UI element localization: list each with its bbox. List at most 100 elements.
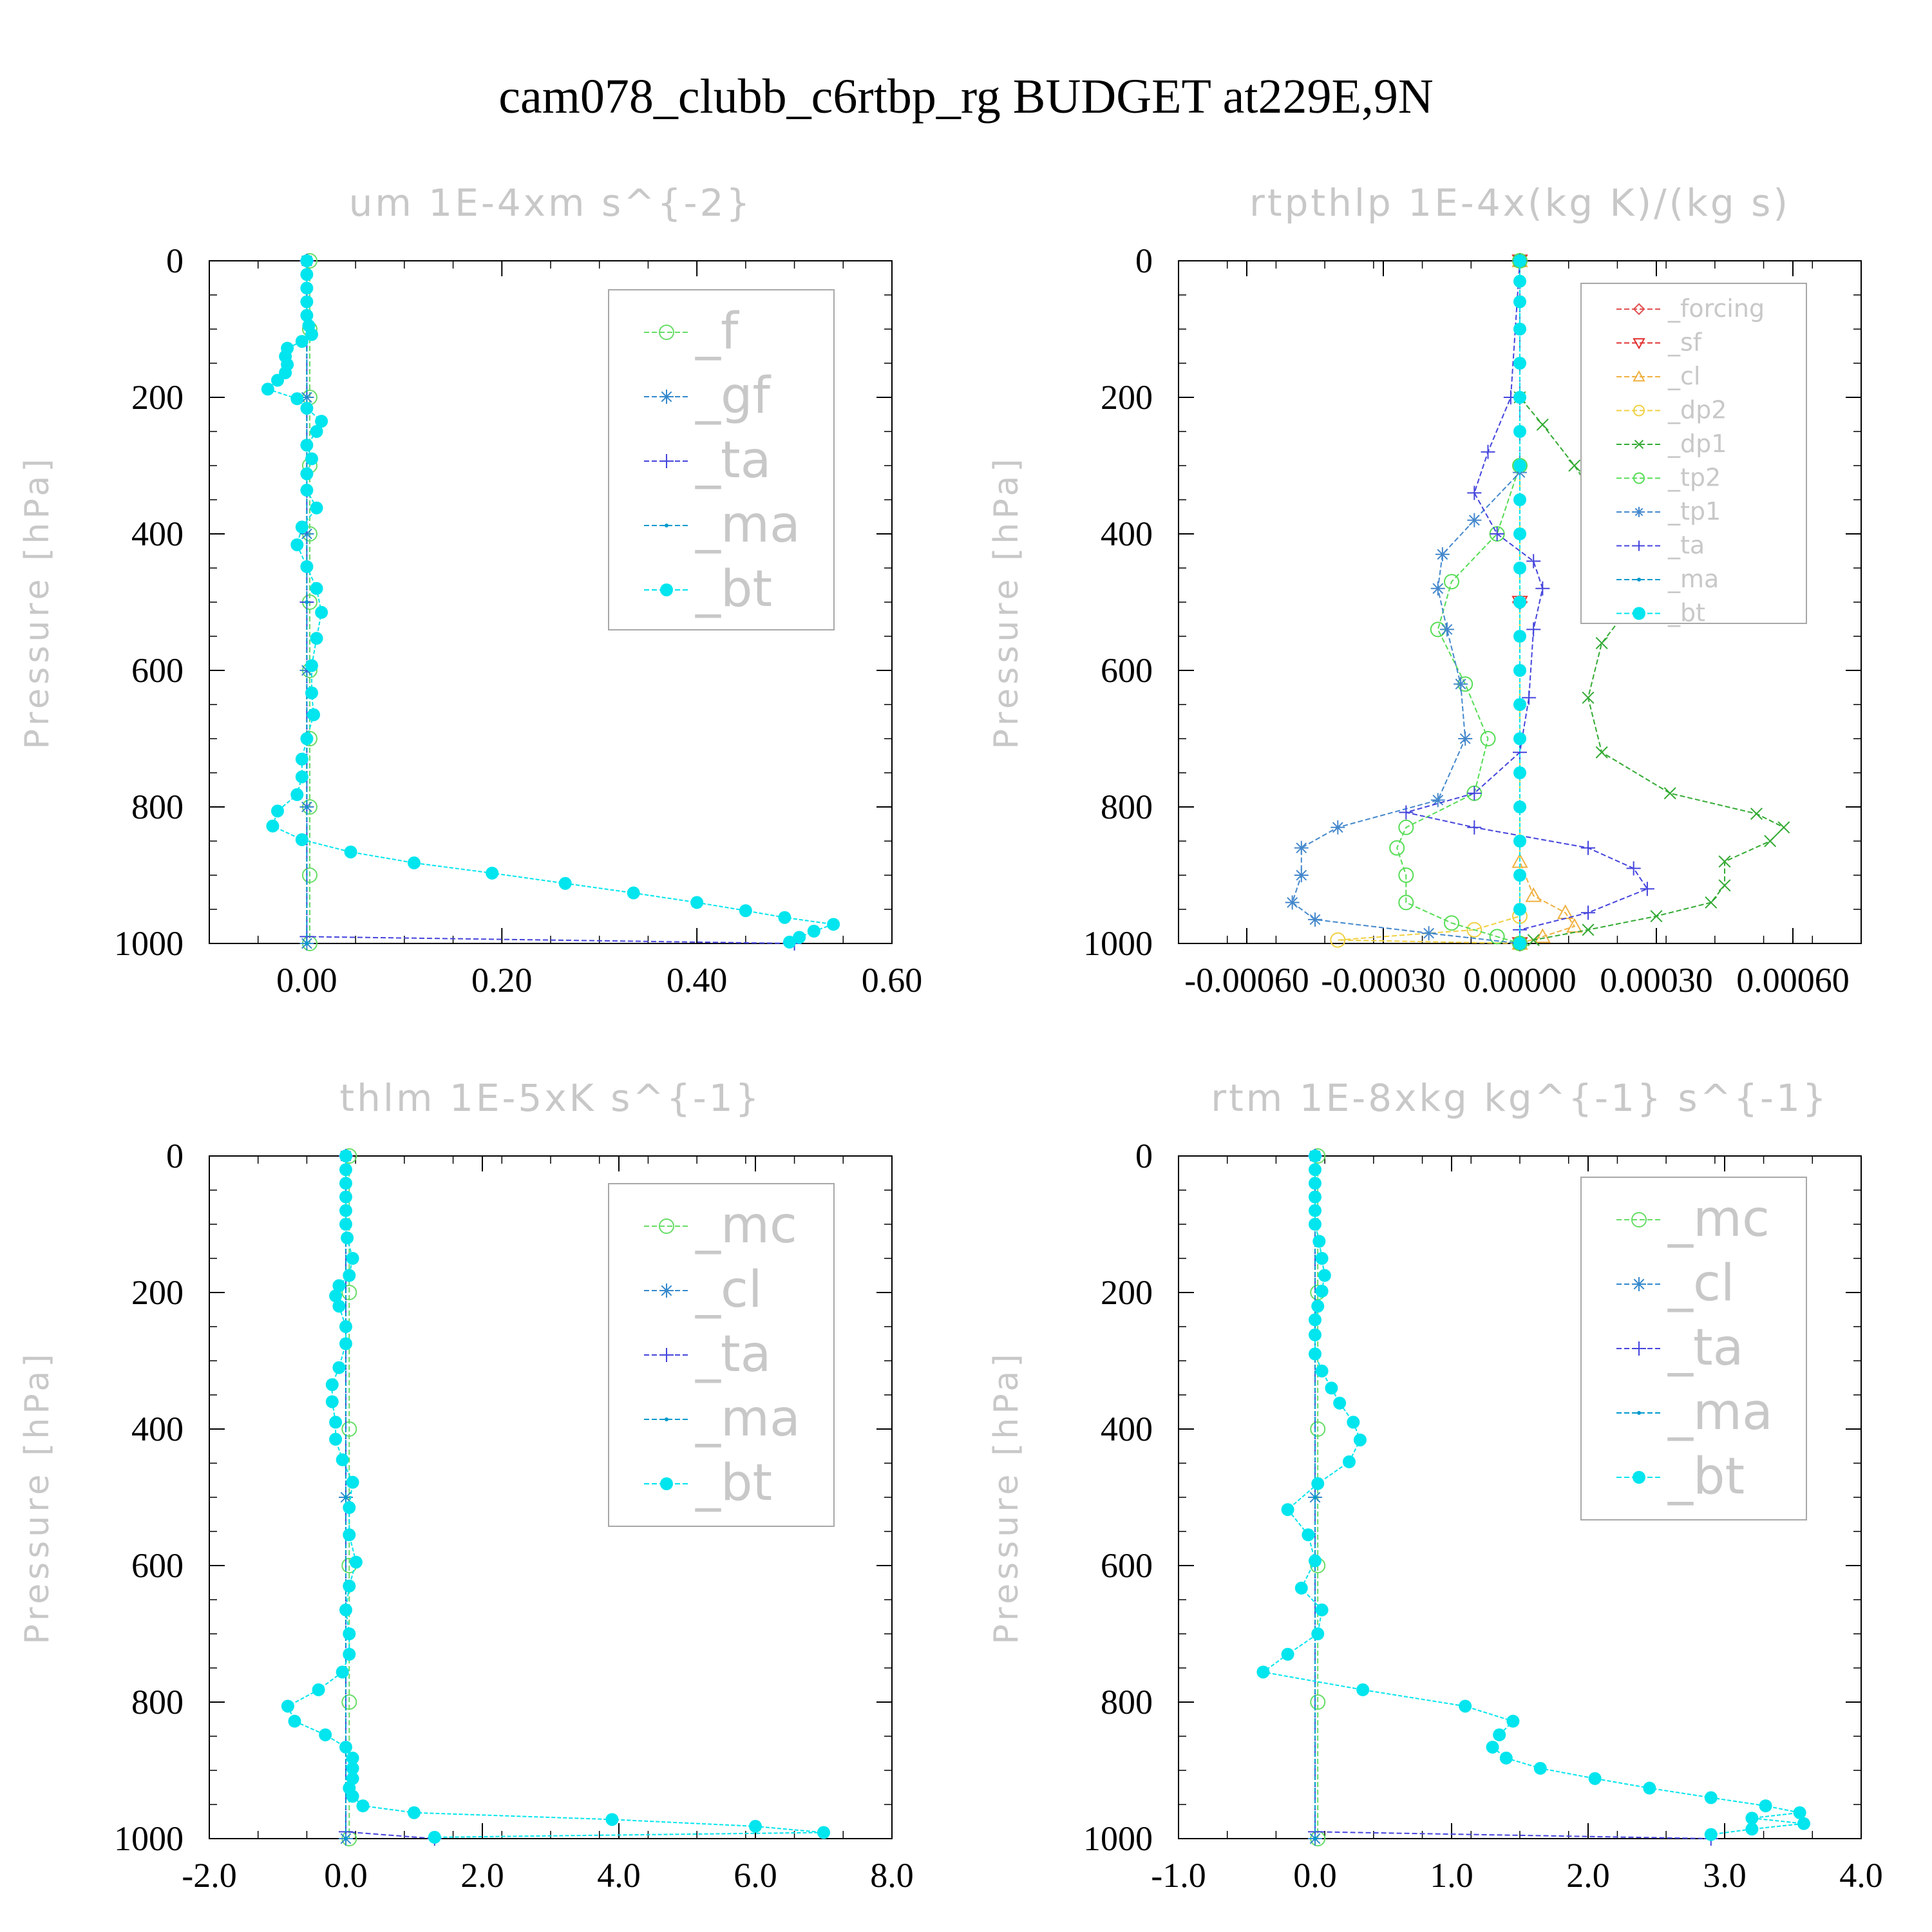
bigdot-marker — [1759, 1799, 1772, 1813]
bigdot-marker — [1311, 1627, 1325, 1640]
x-tick-label: 4.0 — [597, 1856, 641, 1895]
circle-marker — [1330, 932, 1346, 948]
x-tick-label: 0.0 — [1293, 1856, 1337, 1895]
x-tick-label: 2.0 — [1566, 1856, 1610, 1895]
legend-label: _ta — [1667, 1319, 1743, 1377]
bigdot-marker — [428, 1830, 441, 1844]
bigdot-marker — [336, 1453, 349, 1466]
bigdot-marker — [332, 1361, 346, 1374]
series-bt — [1256, 1150, 1810, 1841]
x-marker — [1595, 746, 1608, 759]
bigdot-marker — [305, 686, 318, 699]
bigdot-marker — [310, 425, 323, 438]
legend-label: _sf — [1667, 328, 1703, 357]
bigdot-marker — [271, 804, 284, 818]
bigdot-marker — [343, 1528, 356, 1542]
bigdot-marker — [1513, 357, 1526, 370]
legend-item: _cl — [644, 1261, 762, 1319]
triangle-marker — [1633, 370, 1645, 382]
x-marker — [1663, 787, 1676, 800]
bigdot-marker — [271, 374, 284, 387]
bigdot-marker — [343, 1647, 356, 1661]
bigdot-marker — [261, 383, 274, 396]
x-tick-label: 2.0 — [460, 1856, 504, 1895]
dot-marker — [344, 1495, 348, 1499]
legend-label: _dp1 — [1667, 430, 1727, 458]
bigdot-marker — [300, 484, 314, 497]
bigdot-marker — [300, 308, 314, 322]
bigdot-marker — [307, 708, 321, 721]
legend-item: _ta — [1616, 531, 1705, 560]
legend-item: _tp2 — [1616, 464, 1721, 492]
plus-marker — [1467, 786, 1482, 800]
legend-label: _bt — [695, 1454, 772, 1512]
bigdot-marker — [346, 1252, 359, 1265]
bigdot-marker — [281, 1700, 294, 1713]
bigdot-marker — [749, 1819, 762, 1833]
y-tick-label: 800 — [1101, 788, 1153, 826]
figure-title: cam078_clubb_c6rtbp_rg BUDGET at229E,9N — [498, 70, 1434, 124]
bigdot-marker — [1513, 425, 1526, 438]
plus-marker — [1467, 486, 1482, 500]
bigdot-marker — [339, 1337, 352, 1350]
legend-item: _ta — [644, 431, 771, 489]
legend-item: _mc — [644, 1197, 797, 1255]
y-tick-label: 400 — [1101, 515, 1153, 553]
x-marker — [1595, 637, 1608, 650]
bigdot-marker — [349, 1555, 363, 1569]
bigdot-marker — [690, 896, 704, 909]
star-marker — [1285, 895, 1300, 910]
y-tick-label: 600 — [131, 1546, 184, 1585]
x-tick-label: -2.0 — [182, 1856, 236, 1895]
legend-label: _f — [695, 303, 739, 361]
x-marker — [1718, 855, 1731, 868]
legend-box — [1580, 283, 1807, 624]
bigdot-marker — [346, 1761, 359, 1775]
circle-marker — [1480, 731, 1496, 746]
bigdot-marker — [1513, 937, 1526, 950]
plus-marker — [1535, 581, 1550, 596]
y-tick-label: 200 — [1101, 1273, 1153, 1312]
x-tick-label: 0.40 — [667, 961, 728, 999]
dot-marker — [665, 524, 668, 527]
bigdot-marker — [1506, 1714, 1520, 1728]
star-marker — [659, 1283, 674, 1298]
circle-marker — [1398, 867, 1414, 883]
dot-marker — [1313, 1837, 1317, 1841]
bigdot-marker — [1311, 1300, 1325, 1313]
bigdot-marker — [310, 632, 323, 645]
legend-item: _cl — [1616, 362, 1700, 390]
dot-marker — [1637, 578, 1641, 582]
bigdot-marker — [1513, 391, 1526, 404]
plus-marker — [659, 454, 674, 468]
bigdot-marker — [1311, 1477, 1325, 1490]
legend-item: _bt — [1616, 599, 1705, 627]
series-line — [1519, 261, 1576, 944]
bigdot-marker — [266, 819, 279, 833]
y-tick-label: 600 — [1101, 1546, 1153, 1585]
bigdot-marker — [1309, 1554, 1321, 1567]
legend-label: _ma — [1667, 1383, 1773, 1441]
bigdot-marker — [739, 904, 752, 918]
legend-label: _ma — [695, 496, 800, 554]
legend-item: _ma — [1616, 1383, 1773, 1441]
bigdot-marker — [325, 1395, 339, 1408]
legend-label: _tp2 — [1667, 464, 1721, 492]
x-tick-label: 4.0 — [1839, 1856, 1883, 1895]
x-marker — [1536, 418, 1549, 431]
legend-label: _ta — [695, 1325, 771, 1383]
bigdot-marker — [305, 452, 318, 466]
legend-label: _dp2 — [1667, 396, 1727, 424]
bigdot-marker — [817, 1826, 830, 1839]
x-tick-label: 8.0 — [870, 1856, 914, 1895]
bigdot-marker — [1356, 1683, 1370, 1696]
bigdot-marker — [1281, 1503, 1294, 1517]
legend-label: _cl — [1667, 1255, 1735, 1312]
plus-marker — [1581, 905, 1595, 920]
bigdot-marker — [300, 295, 314, 308]
circle-marker — [1389, 840, 1405, 856]
bigdot-marker — [793, 931, 806, 944]
circle-marker — [341, 1421, 357, 1437]
bigdot-marker — [288, 1714, 301, 1728]
